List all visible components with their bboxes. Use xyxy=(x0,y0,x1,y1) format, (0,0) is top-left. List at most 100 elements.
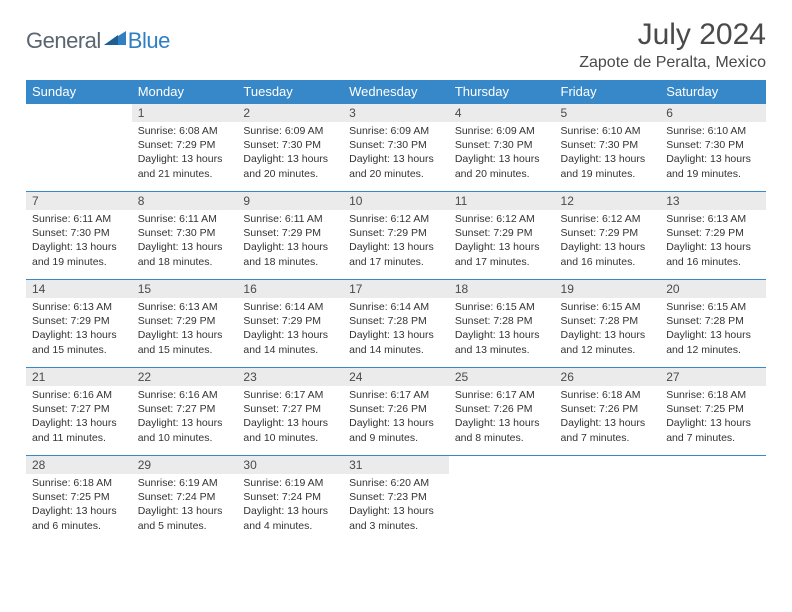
calendar-day-cell: 29Sunrise: 6:19 AMSunset: 7:24 PMDayligh… xyxy=(132,455,238,543)
weekday-header: Wednesday xyxy=(343,80,449,103)
calendar-day-cell: 5Sunrise: 6:10 AMSunset: 7:30 PMDaylight… xyxy=(555,103,661,191)
weekday-header: Saturday xyxy=(660,80,766,103)
calendar-day-cell: 9Sunrise: 6:11 AMSunset: 7:29 PMDaylight… xyxy=(237,191,343,279)
day-number: 23 xyxy=(237,367,343,386)
day-details: Sunrise: 6:17 AMSunset: 7:26 PMDaylight:… xyxy=(343,386,449,449)
day-details: Sunrise: 6:17 AMSunset: 7:27 PMDaylight:… xyxy=(237,386,343,449)
day-details: Sunrise: 6:16 AMSunset: 7:27 PMDaylight:… xyxy=(132,386,238,449)
weekday-header: Monday xyxy=(132,80,238,103)
calendar-row: 21Sunrise: 6:16 AMSunset: 7:27 PMDayligh… xyxy=(26,367,766,455)
day-number: 25 xyxy=(449,367,555,386)
calendar-day-cell: 11Sunrise: 6:12 AMSunset: 7:29 PMDayligh… xyxy=(449,191,555,279)
day-number: 24 xyxy=(343,367,449,386)
day-number: 6 xyxy=(660,103,766,122)
day-details: Sunrise: 6:15 AMSunset: 7:28 PMDaylight:… xyxy=(660,298,766,361)
logo: General Blue xyxy=(26,28,170,54)
day-number: 8 xyxy=(132,191,238,210)
day-details: Sunrise: 6:11 AMSunset: 7:29 PMDaylight:… xyxy=(237,210,343,273)
day-number: 29 xyxy=(132,455,238,474)
day-number: 30 xyxy=(237,455,343,474)
day-details: Sunrise: 6:14 AMSunset: 7:29 PMDaylight:… xyxy=(237,298,343,361)
day-details: Sunrise: 6:14 AMSunset: 7:28 PMDaylight:… xyxy=(343,298,449,361)
month-title: July 2024 xyxy=(579,18,766,52)
day-number: 31 xyxy=(343,455,449,474)
day-details: Sunrise: 6:15 AMSunset: 7:28 PMDaylight:… xyxy=(449,298,555,361)
calendar-day-cell: 4Sunrise: 6:09 AMSunset: 7:30 PMDaylight… xyxy=(449,103,555,191)
day-number: 21 xyxy=(26,367,132,386)
calendar-day-cell: 28Sunrise: 6:18 AMSunset: 7:25 PMDayligh… xyxy=(26,455,132,543)
calendar-day-cell: 25Sunrise: 6:17 AMSunset: 7:26 PMDayligh… xyxy=(449,367,555,455)
calendar-day-cell: 22Sunrise: 6:16 AMSunset: 7:27 PMDayligh… xyxy=(132,367,238,455)
calendar-day-cell: 27Sunrise: 6:18 AMSunset: 7:25 PMDayligh… xyxy=(660,367,766,455)
day-details: Sunrise: 6:19 AMSunset: 7:24 PMDaylight:… xyxy=(132,474,238,537)
calendar-row: 14Sunrise: 6:13 AMSunset: 7:29 PMDayligh… xyxy=(26,279,766,367)
weekday-header-row: SundayMondayTuesdayWednesdayThursdayFrid… xyxy=(26,80,766,103)
calendar-day-cell: 24Sunrise: 6:17 AMSunset: 7:26 PMDayligh… xyxy=(343,367,449,455)
day-details: Sunrise: 6:08 AMSunset: 7:29 PMDaylight:… xyxy=(132,122,238,185)
calendar-day-cell: 21Sunrise: 6:16 AMSunset: 7:27 PMDayligh… xyxy=(26,367,132,455)
day-details: Sunrise: 6:15 AMSunset: 7:28 PMDaylight:… xyxy=(555,298,661,361)
day-details: Sunrise: 6:11 AMSunset: 7:30 PMDaylight:… xyxy=(26,210,132,273)
title-block: July 2024 Zapote de Peralta, Mexico xyxy=(579,18,766,72)
calendar-day-cell: 20Sunrise: 6:15 AMSunset: 7:28 PMDayligh… xyxy=(660,279,766,367)
weekday-header: Sunday xyxy=(26,80,132,103)
calendar-day-cell: 23Sunrise: 6:17 AMSunset: 7:27 PMDayligh… xyxy=(237,367,343,455)
logo-text-general: General xyxy=(26,28,101,54)
location: Zapote de Peralta, Mexico xyxy=(579,54,766,72)
day-number: 3 xyxy=(343,103,449,122)
calendar-empty-cell xyxy=(449,455,555,543)
day-number: 10 xyxy=(343,191,449,210)
header: General Blue July 2024 Zapote de Peralta… xyxy=(26,18,766,72)
day-details: Sunrise: 6:12 AMSunset: 7:29 PMDaylight:… xyxy=(555,210,661,273)
day-details: Sunrise: 6:17 AMSunset: 7:26 PMDaylight:… xyxy=(449,386,555,449)
day-number: 20 xyxy=(660,279,766,298)
calendar-day-cell: 8Sunrise: 6:11 AMSunset: 7:30 PMDaylight… xyxy=(132,191,238,279)
calendar-day-cell: 1Sunrise: 6:08 AMSunset: 7:29 PMDaylight… xyxy=(132,103,238,191)
day-number: 7 xyxy=(26,191,132,210)
calendar-row: 1Sunrise: 6:08 AMSunset: 7:29 PMDaylight… xyxy=(26,103,766,191)
day-number: 2 xyxy=(237,103,343,122)
day-number: 9 xyxy=(237,191,343,210)
day-number: 12 xyxy=(555,191,661,210)
day-details: Sunrise: 6:09 AMSunset: 7:30 PMDaylight:… xyxy=(237,122,343,185)
day-number: 15 xyxy=(132,279,238,298)
calendar-row: 7Sunrise: 6:11 AMSunset: 7:30 PMDaylight… xyxy=(26,191,766,279)
calendar-day-cell: 26Sunrise: 6:18 AMSunset: 7:26 PMDayligh… xyxy=(555,367,661,455)
calendar-day-cell: 2Sunrise: 6:09 AMSunset: 7:30 PMDaylight… xyxy=(237,103,343,191)
day-number: 5 xyxy=(555,103,661,122)
calendar-day-cell: 17Sunrise: 6:14 AMSunset: 7:28 PMDayligh… xyxy=(343,279,449,367)
day-details: Sunrise: 6:11 AMSunset: 7:30 PMDaylight:… xyxy=(132,210,238,273)
logo-triangle-icon xyxy=(104,29,126,50)
day-number: 27 xyxy=(660,367,766,386)
weekday-header: Tuesday xyxy=(237,80,343,103)
logo-text-blue: Blue xyxy=(128,28,170,54)
day-details: Sunrise: 6:13 AMSunset: 7:29 PMDaylight:… xyxy=(132,298,238,361)
day-number: 16 xyxy=(237,279,343,298)
calendar-day-cell: 10Sunrise: 6:12 AMSunset: 7:29 PMDayligh… xyxy=(343,191,449,279)
calendar-table: SundayMondayTuesdayWednesdayThursdayFrid… xyxy=(26,80,766,543)
day-details: Sunrise: 6:10 AMSunset: 7:30 PMDaylight:… xyxy=(555,122,661,185)
calendar-day-cell: 16Sunrise: 6:14 AMSunset: 7:29 PMDayligh… xyxy=(237,279,343,367)
day-details: Sunrise: 6:19 AMSunset: 7:24 PMDaylight:… xyxy=(237,474,343,537)
calendar-body: 1Sunrise: 6:08 AMSunset: 7:29 PMDaylight… xyxy=(26,103,766,543)
calendar-day-cell: 7Sunrise: 6:11 AMSunset: 7:30 PMDaylight… xyxy=(26,191,132,279)
day-details: Sunrise: 6:10 AMSunset: 7:30 PMDaylight:… xyxy=(660,122,766,185)
day-details: Sunrise: 6:18 AMSunset: 7:26 PMDaylight:… xyxy=(555,386,661,449)
calendar-page: General Blue July 2024 Zapote de Peralta… xyxy=(0,0,792,543)
calendar-day-cell: 18Sunrise: 6:15 AMSunset: 7:28 PMDayligh… xyxy=(449,279,555,367)
calendar-day-cell: 15Sunrise: 6:13 AMSunset: 7:29 PMDayligh… xyxy=(132,279,238,367)
calendar-row: 28Sunrise: 6:18 AMSunset: 7:25 PMDayligh… xyxy=(26,455,766,543)
weekday-header: Thursday xyxy=(449,80,555,103)
day-details: Sunrise: 6:09 AMSunset: 7:30 PMDaylight:… xyxy=(449,122,555,185)
day-number: 19 xyxy=(555,279,661,298)
calendar-day-cell: 13Sunrise: 6:13 AMSunset: 7:29 PMDayligh… xyxy=(660,191,766,279)
day-number: 28 xyxy=(26,455,132,474)
calendar-day-cell: 12Sunrise: 6:12 AMSunset: 7:29 PMDayligh… xyxy=(555,191,661,279)
weekday-header: Friday xyxy=(555,80,661,103)
day-details: Sunrise: 6:12 AMSunset: 7:29 PMDaylight:… xyxy=(449,210,555,273)
day-details: Sunrise: 6:13 AMSunset: 7:29 PMDaylight:… xyxy=(26,298,132,361)
day-details: Sunrise: 6:18 AMSunset: 7:25 PMDaylight:… xyxy=(26,474,132,537)
day-number: 18 xyxy=(449,279,555,298)
day-number: 22 xyxy=(132,367,238,386)
day-number: 17 xyxy=(343,279,449,298)
